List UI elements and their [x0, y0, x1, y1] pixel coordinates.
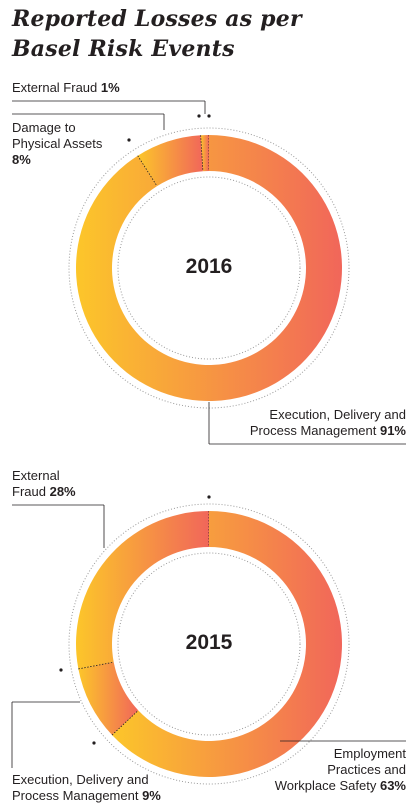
slice-divider	[200, 135, 204, 172]
leader-dot	[197, 114, 201, 118]
label-line: Workplace Safety	[274, 778, 377, 793]
leader-lines	[11, 100, 406, 768]
donut-slice	[200, 135, 209, 172]
leader-dot	[92, 741, 96, 745]
donut-slice	[112, 511, 343, 777]
year-2016: 2016	[185, 255, 233, 278]
title-line-2: Basel Risk Events	[12, 36, 235, 62]
dotted-ring-inner	[117, 552, 301, 736]
dotted-ring-inner	[117, 176, 301, 360]
slice-divider	[78, 661, 114, 670]
year-2015: 2015	[185, 631, 233, 654]
label-2015-external-fraud: External Fraud 28%	[12, 468, 76, 500]
label-line: Damage to	[12, 120, 76, 135]
donut-slice	[78, 662, 139, 736]
label-text: External Fraud 1%	[12, 80, 120, 96]
label-line: External	[12, 468, 60, 483]
label-pct: 1%	[100, 80, 120, 95]
label-line: Practices and	[327, 762, 406, 777]
leader-dot	[59, 668, 63, 672]
label-line: Execution, Delivery and	[269, 407, 406, 422]
label-line: Execution, Delivery and	[12, 772, 149, 787]
label-pct: 9%	[142, 788, 161, 803]
label-line: Process Management	[249, 423, 377, 438]
label-line: Fraud	[12, 484, 46, 499]
leader-dot	[127, 138, 131, 142]
label-pct: 28%	[49, 484, 76, 499]
label-2015-employment: Employment Practices and Workplace Safet…	[220, 746, 406, 794]
label-2016-external-fraud: External Fraud 1%	[12, 80, 120, 96]
title-line-1: Reported Losses as per	[12, 6, 302, 32]
label-2015-execution: Execution, Delivery and Process Manageme…	[12, 772, 161, 804]
label-2016-execution: Execution, Delivery and Process Manageme…	[190, 407, 406, 439]
donut-slice	[137, 135, 203, 187]
label-line: Physical Assets	[12, 136, 103, 151]
slice-divider	[111, 710, 139, 736]
label-pct: 8%	[12, 152, 31, 167]
chart-title: Reported Losses as per Basel Risk Events	[12, 4, 407, 64]
label-line: Employment	[333, 746, 406, 761]
slice-divider	[137, 155, 158, 187]
leader-dot	[207, 114, 211, 118]
leader-dot	[207, 495, 211, 499]
donut-slice	[76, 511, 209, 669]
label-line: Process Management	[12, 788, 139, 803]
label-2016-damage: Damage to Physical Assets 8%	[12, 120, 102, 168]
label-pct: 91%	[379, 423, 406, 438]
label-pct: 63%	[379, 778, 406, 793]
label-name: External Fraud	[12, 80, 98, 95]
dotted-ring-outer	[68, 503, 350, 785]
donut-2015	[68, 503, 350, 785]
